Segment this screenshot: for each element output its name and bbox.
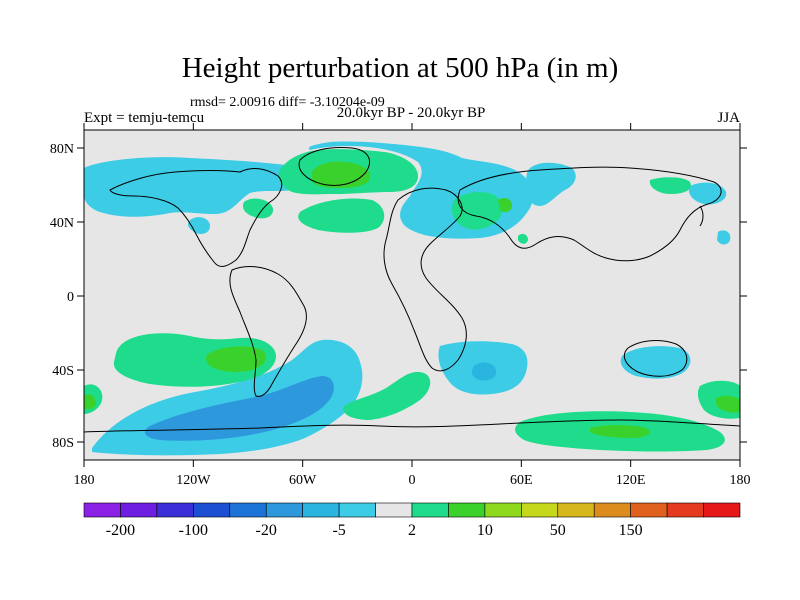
anomaly-southern-australia (620, 346, 691, 379)
anomaly-southeast-core (716, 395, 740, 413)
colorbar-swatch (302, 502, 340, 518)
colorbar-swatch (703, 502, 741, 518)
x-tick-label: 120E (616, 473, 646, 488)
coast-asia (457, 166, 722, 262)
x-tick-label: 180 (74, 473, 95, 488)
coast-south-america (229, 266, 307, 397)
colorbar-label: 10 (477, 522, 493, 539)
coast-japan (699, 205, 704, 227)
x-tick-label: 60W (289, 473, 317, 488)
x-tick-label: 60E (510, 473, 533, 488)
anomaly-greenland-core (312, 161, 371, 188)
map-field (84, 130, 740, 460)
axis-ticks: 80N 40N 0 40S 80S 180 120W 60W 0 60E 120E 180 (50, 123, 751, 488)
anomaly-south-indian-core (472, 362, 497, 381)
coast-greenland (298, 147, 370, 186)
anomaly-eastern-us (242, 198, 274, 219)
anomaly-siberia (526, 162, 576, 206)
colorbar-swatch (593, 502, 631, 518)
anomaly-central-atlantic (298, 198, 385, 233)
coastlines (84, 147, 740, 433)
experiment-label: Expt = temju-temcu (84, 110, 205, 126)
colorbar-label: 150 (619, 522, 643, 539)
anomaly-south-atlantic (343, 371, 431, 420)
y-tick-label: 80N (50, 142, 74, 157)
y-tick-label: 0 (67, 290, 74, 305)
x-tick-label: 180 (730, 473, 751, 488)
colorbar-swatch (666, 502, 704, 518)
anomaly-south-pacific-core-positive (205, 346, 267, 372)
colorbar-label: -5 (332, 522, 345, 539)
colorbar-swatch (484, 502, 522, 518)
coast-europe-africa (383, 187, 467, 372)
colorbar-swatch (229, 502, 267, 518)
anomaly-antarctic-core (590, 425, 650, 438)
y-tick-label: 40N (50, 216, 74, 231)
colorbar-swatch (557, 502, 595, 518)
anomaly-eastern-europe-core (498, 198, 512, 213)
colorbar-swatch (521, 502, 559, 518)
y-tick-label: 80S (52, 436, 74, 451)
colorbar-swatch (265, 502, 303, 518)
colorbar-swatch (375, 502, 413, 518)
colorbar: -200 -100 -20 -5 2 10 50 150 (83, 502, 741, 539)
anomaly-east-asia (649, 177, 691, 194)
anomaly-north-pacific (84, 157, 306, 217)
chart-title: Height perturbation at 500 hPa (in m) (181, 52, 619, 84)
colorbar-swatch (338, 502, 376, 518)
anomaly-southwest-core (84, 394, 96, 410)
colorbar-swatch (83, 502, 121, 518)
colorbar-swatch (193, 502, 231, 518)
colorbar-swatch (630, 502, 668, 518)
colorbar-label: -100 (179, 522, 208, 539)
x-tick-label: 0 (409, 473, 416, 488)
season-label: JJA (717, 110, 740, 126)
anomaly-middle-east (518, 233, 528, 244)
colorbar-label: 50 (550, 522, 566, 539)
period-label: 20.0kyr BP - 20.0kyr BP (336, 105, 486, 121)
colorbar-swatch (120, 502, 158, 518)
colorbar-swatch (448, 502, 486, 518)
colorbar-swatch (411, 502, 449, 518)
x-tick-label: 120W (176, 473, 211, 488)
coast-australia (623, 340, 688, 377)
colorbar-label: -200 (106, 522, 135, 539)
stats-label: rmsd= 2.00916 diff= -3.10204e-09 (190, 95, 385, 110)
y-tick-label: 40S (52, 364, 74, 379)
colorbar-swatch (156, 502, 194, 518)
coast-north-america (109, 168, 283, 267)
coast-antarctica (84, 419, 740, 433)
anomaly-south-pacific-core (144, 376, 334, 441)
colorbar-label: 2 (408, 522, 416, 539)
anomaly-west-pacific (717, 230, 731, 245)
colorbar-label: -20 (256, 522, 277, 539)
